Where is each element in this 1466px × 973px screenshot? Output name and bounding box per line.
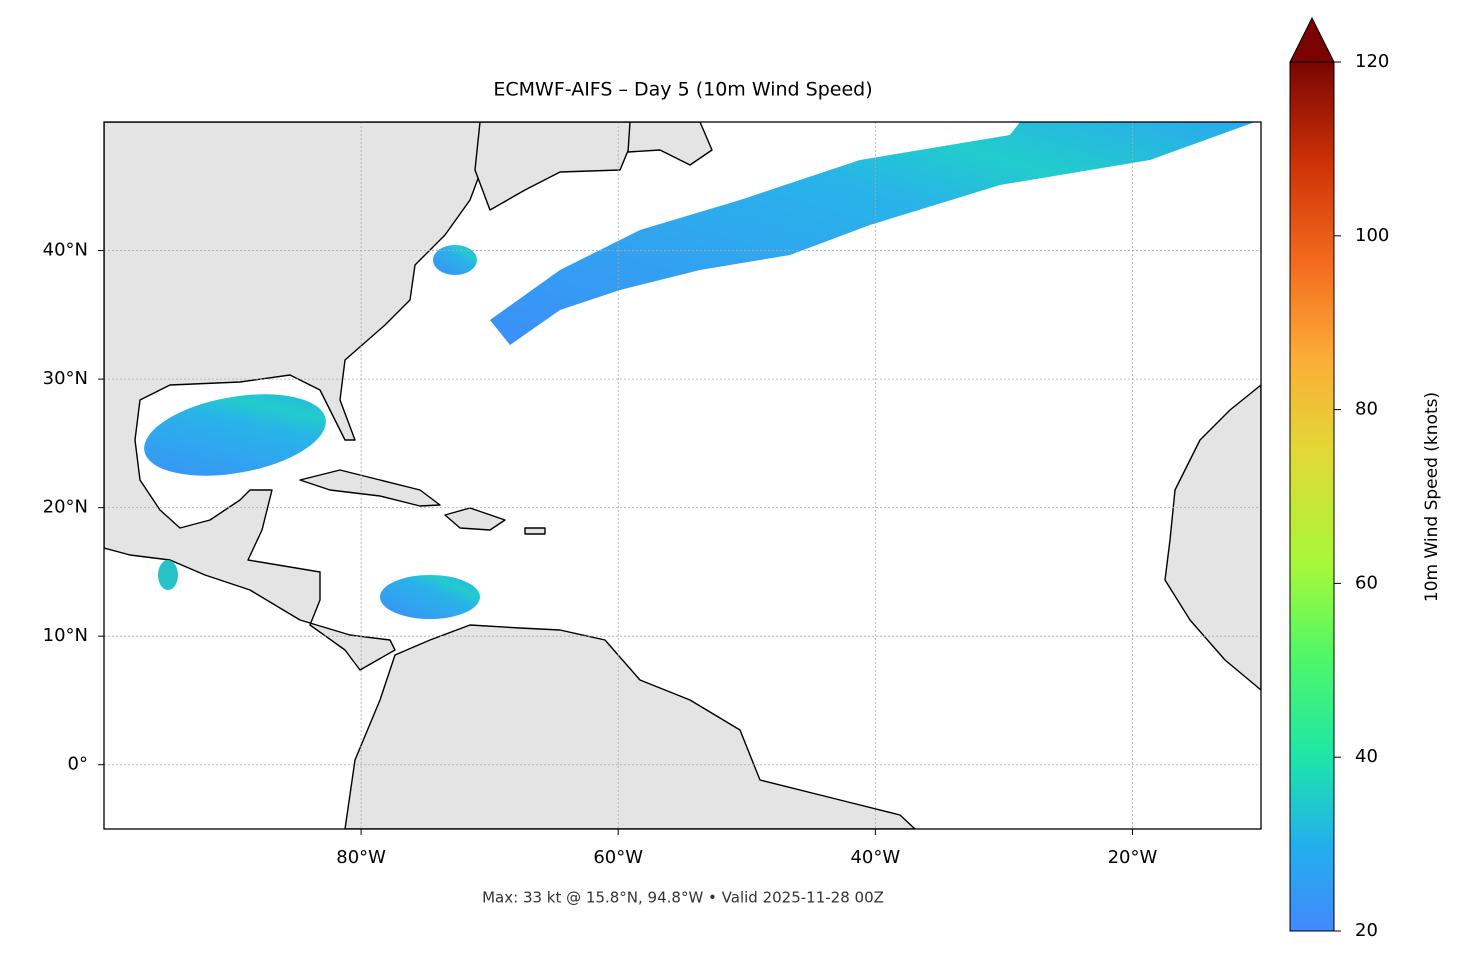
lon-tick-label: 80°W [336,847,386,868]
colorbar-label: 10m Wind Speed (knots) [1422,392,1442,602]
colorbar-extend [1289,16,1335,63]
hispaniola [444,507,506,531]
north-america [104,122,486,671]
wind-band-atlantic [490,122,1255,345]
lat-tick-label: 20°N [43,497,88,518]
colorbar-tick-label: 120 [1355,51,1389,72]
cuba [299,469,441,507]
lat-tick-label: 40°N [43,240,88,261]
footer: Max: 33 kt @ 15.8°N, 94.8°W • Valid 2025… [482,889,884,907]
lat-tick-label: 30°N [43,368,88,389]
puerto-rico [524,527,546,535]
lat-tick-label: 0° [68,754,88,775]
map-title: ECMWF-AIFS – Day 5 (10m Wind Speed) [493,79,872,101]
map-area [104,122,1261,829]
colorbar-tick-label: 100 [1355,225,1389,246]
lat-tick-label: 10°N [43,625,88,646]
colorbar-tick-label: 80 [1355,399,1378,420]
grid [104,122,1261,829]
map-frame [103,121,1262,830]
wind-caribbean [380,575,480,619]
wind-max [158,560,178,590]
colorbar-tick-label: 60 [1355,572,1378,593]
canada-maritimes [474,122,641,211]
colorbar [1289,61,1335,932]
wind-gulf [144,394,326,476]
colorbar-tick-label: 40 [1355,746,1378,767]
colorbar-tick-label: 20 [1355,920,1378,941]
newfoundland [627,122,713,166]
lon-tick-label: 60°W [593,847,643,868]
africa [1164,384,1261,691]
lon-tick-label: 40°W [850,847,900,868]
wind-coast [433,245,477,275]
lon-tick-label: 20°W [1108,847,1158,868]
south-america [344,624,916,829]
